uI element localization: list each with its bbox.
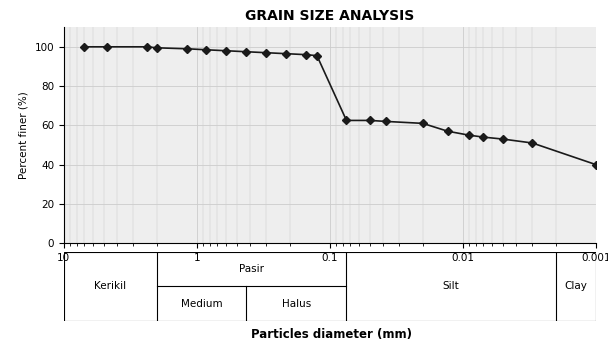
Text: Silt: Silt — [443, 282, 460, 291]
Text: Kerikil: Kerikil — [94, 282, 126, 291]
Title: GRAIN SIZE ANALYSIS: GRAIN SIZE ANALYSIS — [245, 9, 415, 23]
Text: Medium: Medium — [181, 299, 223, 309]
Y-axis label: Percent finer (%): Percent finer (%) — [19, 91, 29, 179]
Text: Particles diameter (mm): Particles diameter (mm) — [251, 328, 412, 340]
Text: Halus: Halus — [282, 299, 311, 309]
Text: Clay: Clay — [564, 282, 587, 291]
Text: Pasir: Pasir — [239, 264, 264, 274]
